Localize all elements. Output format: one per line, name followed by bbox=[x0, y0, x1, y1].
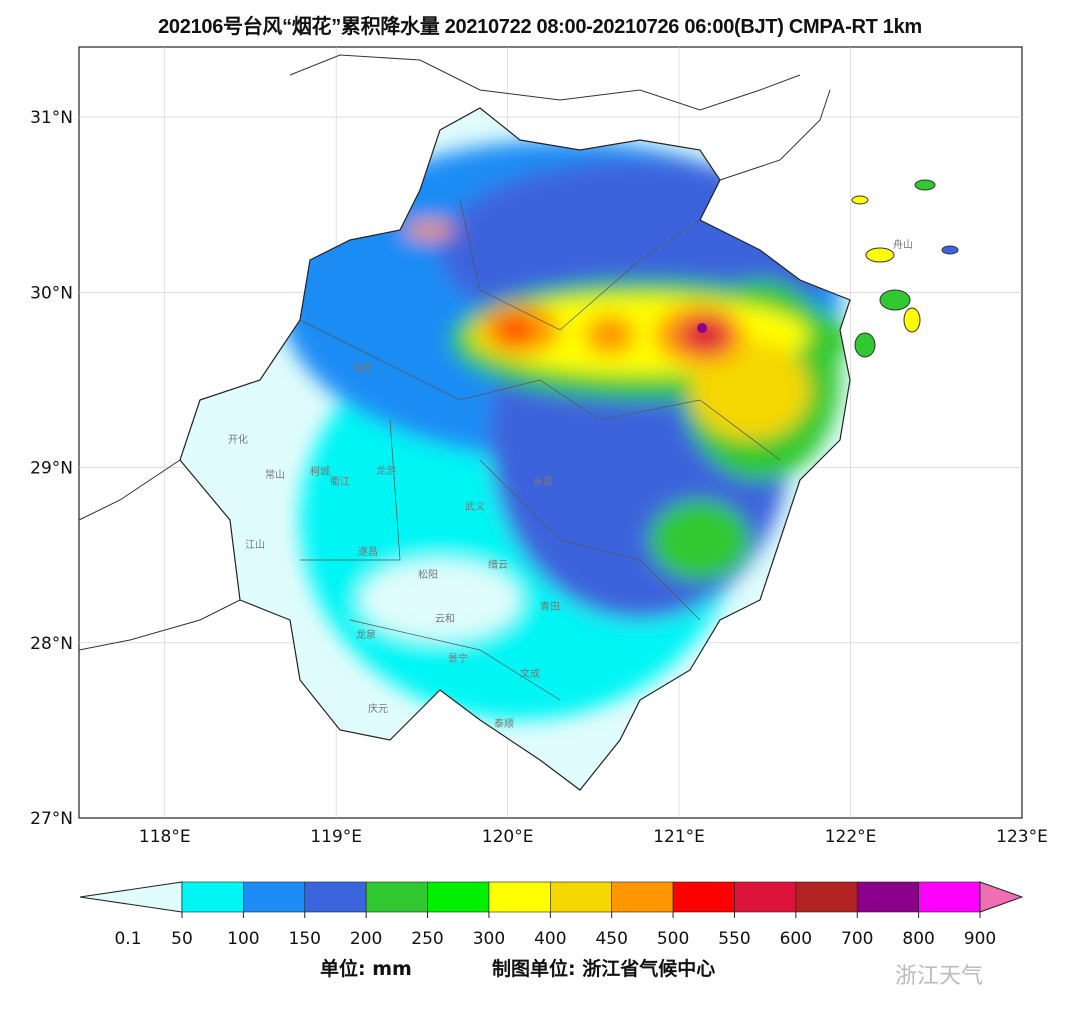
lon-tick-label: 118°E bbox=[139, 827, 191, 847]
colorbar-swatch bbox=[918, 881, 981, 913]
colorbar-label: 300 bbox=[473, 929, 505, 949]
lat-tick-label: 31°N bbox=[30, 108, 73, 128]
city-label: 青田 bbox=[540, 600, 560, 613]
colorbar-swatch bbox=[427, 881, 490, 913]
colorbar-swatch bbox=[611, 881, 674, 913]
colorbar: 0.1 50 100 150 200 250 300 400 450 500 550 600 700 80… bbox=[79, 881, 1024, 949]
city-label: 永嘉 bbox=[533, 475, 553, 488]
city-label: 缙云 bbox=[488, 558, 508, 571]
colorbar-swatch bbox=[795, 881, 858, 913]
colorbar-swatch bbox=[856, 881, 919, 913]
city-label: 庆元 bbox=[368, 702, 388, 715]
colorbar-swatch bbox=[365, 881, 428, 913]
colorbar-label: 800 bbox=[902, 929, 934, 949]
city-label: 泰顺 bbox=[494, 717, 514, 730]
city-label: 江山 bbox=[245, 539, 265, 551]
colorbar-label: 450 bbox=[595, 929, 627, 949]
lon-tick-label: 122°E bbox=[825, 827, 877, 847]
colorbar-min-arrow bbox=[79, 881, 183, 913]
city-label: 常山 bbox=[265, 468, 285, 481]
lon-tick-label: 120°E bbox=[482, 827, 534, 847]
colorbar-label: 50 bbox=[171, 929, 193, 949]
colorbar-label: 200 bbox=[350, 929, 382, 949]
colorbar-label: 550 bbox=[718, 929, 750, 949]
lon-tick-label: 123°E bbox=[996, 827, 1048, 847]
colorbar-label: 250 bbox=[411, 929, 443, 949]
lat-tick-label: 29°N bbox=[30, 459, 73, 479]
colorbar-label: 100 bbox=[227, 929, 259, 949]
city-label: 淳安 bbox=[352, 362, 372, 375]
city-label: 柯城 bbox=[310, 465, 330, 478]
colorbar-swatch bbox=[304, 881, 367, 913]
map-title: 202106号台风“烟花”累积降水量 20210722 08:00-202107… bbox=[158, 16, 922, 38]
rainfall-field bbox=[180, 108, 850, 790]
colorbar-swatch bbox=[243, 881, 306, 913]
lat-tick-label: 28°N bbox=[30, 634, 73, 654]
city-label: 开化 bbox=[228, 433, 248, 446]
colorbar-label: 150 bbox=[289, 929, 321, 949]
city-label: 衢江 bbox=[330, 476, 350, 488]
colorbar-max-arrow bbox=[979, 881, 1024, 913]
colorbar-label: 900 bbox=[964, 929, 996, 949]
city-label: 遂昌 bbox=[358, 545, 378, 558]
coastal-islands bbox=[851, 179, 959, 358]
lat-tick-label: 30°N bbox=[30, 283, 73, 303]
colorbar-label: 600 bbox=[780, 929, 812, 949]
city-label: 文成 bbox=[520, 667, 540, 680]
colorbar-label: 400 bbox=[534, 929, 566, 949]
colorbar-label: 500 bbox=[657, 929, 689, 949]
city-label: 龙泉 bbox=[356, 628, 376, 641]
city-label: 云和 bbox=[435, 613, 455, 625]
lat-tick-label: 27°N bbox=[30, 809, 73, 829]
colorbar-label: 0.1 bbox=[114, 929, 141, 949]
colorbar-swatch bbox=[550, 881, 612, 913]
colorbar-label: 700 bbox=[841, 929, 873, 949]
colorbar-swatch bbox=[672, 881, 735, 913]
colorbar-swatch bbox=[181, 881, 244, 913]
city-label: 武义 bbox=[465, 500, 485, 513]
neighbor-boundary bbox=[78, 54, 831, 651]
county-boundaries bbox=[299, 199, 781, 701]
colorbar-swatch bbox=[734, 881, 797, 913]
lon-tick-label: 121°E bbox=[653, 827, 705, 847]
maker-label: 制图单位: 浙江省气候中心 bbox=[492, 958, 716, 980]
units-label: 单位: mm bbox=[320, 958, 412, 980]
city-label: 舟山 bbox=[893, 238, 913, 251]
city-label: 景宁 bbox=[448, 652, 468, 665]
watermark: 浙江天气 bbox=[895, 964, 984, 989]
lon-tick-label: 119°E bbox=[310, 827, 362, 847]
colorbar-swatch bbox=[488, 881, 551, 913]
city-label: 松阳 bbox=[418, 568, 438, 581]
city-label: 龙游 bbox=[376, 464, 396, 477]
